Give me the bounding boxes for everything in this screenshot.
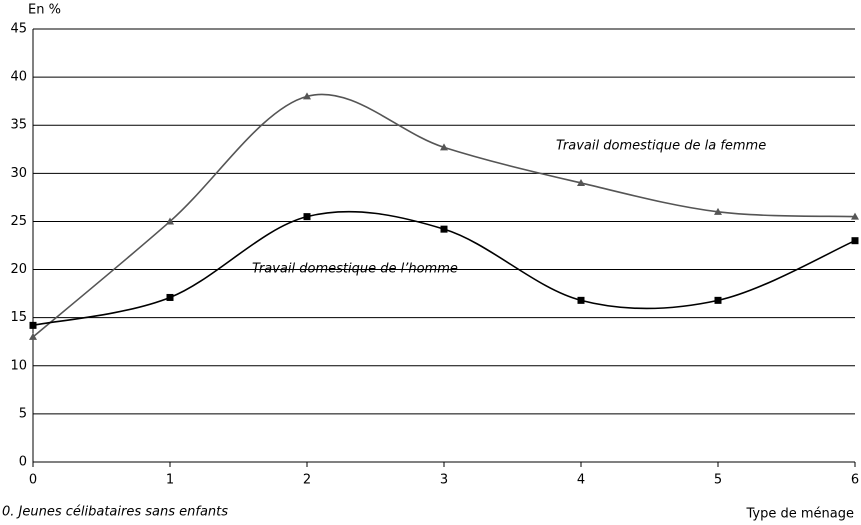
x-tick-label: 3 (440, 473, 448, 488)
y-tick-label: 35 (10, 118, 27, 133)
y-tick-label: 40 (10, 70, 27, 85)
x-axis-label: Type de ménage (746, 507, 855, 522)
marker (577, 178, 585, 186)
x-tick-label: 4 (577, 473, 585, 488)
marker (29, 332, 37, 340)
series-label: Travail domestique de l’homme (252, 262, 458, 277)
series-line (32, 93, 856, 338)
x-tick-label: 5 (714, 473, 722, 488)
marker (440, 225, 448, 233)
x-tick-label: 1 (166, 473, 174, 488)
marker (166, 217, 174, 225)
x-tick-label: 6 (851, 473, 859, 488)
marker (851, 212, 859, 220)
marker (303, 92, 311, 100)
y-tick-label: 25 (10, 214, 27, 229)
marker (440, 143, 448, 151)
y-axis-label: En % (28, 3, 61, 18)
marker (714, 207, 722, 215)
y-tick-label: 0 (19, 455, 27, 470)
marker (714, 296, 722, 304)
marker (303, 213, 311, 221)
marker (29, 321, 37, 329)
x-tick-label: 0 (29, 473, 37, 488)
marker (166, 293, 174, 301)
y-tick-label: 30 (10, 166, 27, 181)
x-tick-label: 2 (303, 473, 311, 488)
series-label: Travail domestique de la femme (556, 139, 766, 154)
y-tick-label: 10 (10, 358, 27, 373)
marker (577, 296, 585, 304)
y-tick-label: 15 (10, 310, 27, 325)
marker (851, 237, 859, 245)
y-tick-label: 45 (10, 22, 27, 37)
y-tick-label: 5 (19, 406, 27, 421)
y-tick-label: 20 (10, 262, 27, 277)
footnote: 0. Jeunes célibataires sans enfants (2, 505, 228, 520)
